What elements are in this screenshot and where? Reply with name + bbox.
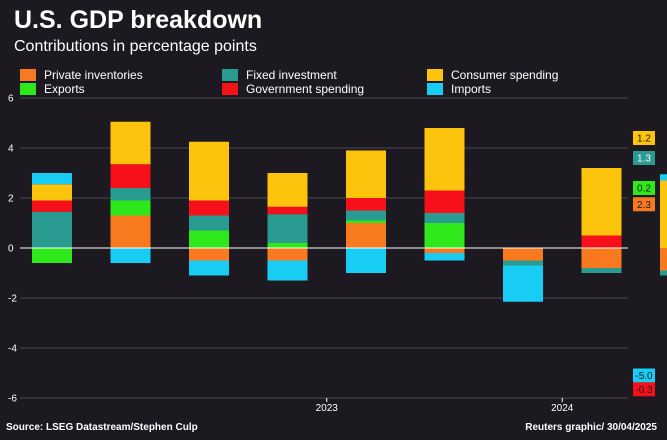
bar-segment [346, 248, 386, 273]
bar-segment [424, 128, 465, 191]
bar-segment [267, 248, 308, 261]
legend-swatch [20, 69, 36, 81]
legend-item-government-spending: Government spending [222, 82, 364, 96]
annotation-label: -0.3 [635, 385, 653, 396]
y-tick-label: 6 [8, 94, 14, 105]
bar-segment [267, 243, 308, 248]
annotation-label: 2.3 [637, 200, 651, 211]
bar-segment [424, 253, 465, 261]
legend-item-fixed-investment: Fixed investment [222, 68, 337, 82]
bar-segment [581, 268, 622, 273]
bar-segment [189, 200, 229, 216]
bar-segment [189, 215, 229, 231]
bar-segment [503, 260, 543, 266]
y-tick-label: 4 [8, 144, 14, 155]
x-tick-label: 2024 [551, 403, 574, 414]
bar-segment [346, 220, 386, 223]
bar-segment [660, 270, 667, 276]
bar-segment [660, 180, 667, 248]
bar-segment [189, 141, 229, 201]
bar-segment [346, 150, 386, 198]
y-tick-label: -6 [8, 394, 17, 405]
bar-segment [424, 190, 465, 213]
bar-segment [346, 223, 386, 248]
bar-segment [581, 248, 622, 268]
legend-swatch [222, 69, 238, 81]
x-tick-label: 2023 [316, 403, 339, 414]
annotation-label: 0.2 [637, 184, 651, 195]
bar-layer [32, 121, 667, 302]
bar-segment [110, 248, 151, 263]
bar-segment [32, 173, 72, 185]
bar-segment [267, 173, 308, 207]
bar-segment [424, 213, 465, 223]
chart-legend: Private inventories Exports Fixed invest… [0, 0, 667, 100]
y-tick-label: -2 [8, 294, 17, 305]
legend-item-exports: Exports [20, 82, 85, 96]
annotation-label: -5.0 [635, 371, 653, 382]
legend-item-imports: Imports [427, 82, 491, 96]
annotation-layer: 1.2 1.3 0.2 2.3 -5.0 -0.3 [633, 131, 655, 397]
annotation-box [633, 368, 655, 383]
legend-swatch [20, 83, 36, 95]
bar-segment [503, 248, 543, 261]
legend-label: Exports [44, 82, 85, 96]
bar-segment [189, 260, 229, 276]
bar-segment [110, 164, 151, 188]
y-tick-label: 0 [8, 244, 14, 255]
bar-segment [346, 210, 386, 221]
legend-label: Consumer spending [451, 68, 559, 82]
legend-item-private-inventories: Private inventories [20, 68, 143, 82]
annotation-label: 1.3 [637, 154, 651, 165]
legend-swatch [427, 83, 443, 95]
bar-segment [346, 198, 386, 211]
bar-segment [189, 230, 229, 248]
legend-label: Private inventories [44, 68, 143, 82]
bar-segment [581, 168, 622, 236]
bar-segment [581, 235, 622, 248]
legend-label: Fixed investment [246, 68, 337, 82]
bar-segment [110, 200, 151, 216]
bar-segment [32, 248, 72, 263]
chart-subtitle: Contributions in percentage points [14, 38, 257, 55]
bar-segment [660, 248, 667, 271]
legend-label: Imports [451, 82, 492, 96]
annotation-label: 1.2 [637, 134, 651, 145]
bar-segment [110, 215, 151, 248]
bar-segment [32, 211, 72, 248]
bar-segment [424, 248, 465, 253]
bar-segment [660, 174, 667, 181]
bar-segment [424, 223, 465, 248]
bar-segment [267, 206, 308, 215]
credit-note: Reuters graphic/ 30/04/2025 [525, 422, 657, 433]
bar-segment [267, 214, 308, 243]
legend-swatch [222, 83, 238, 95]
annotation-box [633, 382, 655, 397]
chart-title: U.S. GDP breakdown [14, 6, 263, 34]
y-tick-label: -4 [8, 344, 17, 355]
annotation-box [633, 131, 655, 145]
bar-segment [32, 200, 72, 212]
source-note: Source: LSEG Datastream/Stephen Culp [6, 422, 198, 433]
legend-item-consumer-spending: Consumer spending [427, 68, 558, 82]
legend-label: Government spending [246, 82, 365, 96]
bar-segment [32, 184, 72, 201]
legend-swatch [427, 69, 443, 81]
y-tick-label: 2 [8, 194, 14, 205]
bar-segment [110, 188, 151, 201]
bar-segment [503, 265, 543, 302]
bar-segment [189, 248, 229, 261]
annotation-box [633, 151, 655, 165]
annotation-box [633, 181, 655, 195]
annotation-box [633, 197, 655, 212]
bar-segment [110, 121, 151, 165]
bar-segment [267, 260, 308, 281]
